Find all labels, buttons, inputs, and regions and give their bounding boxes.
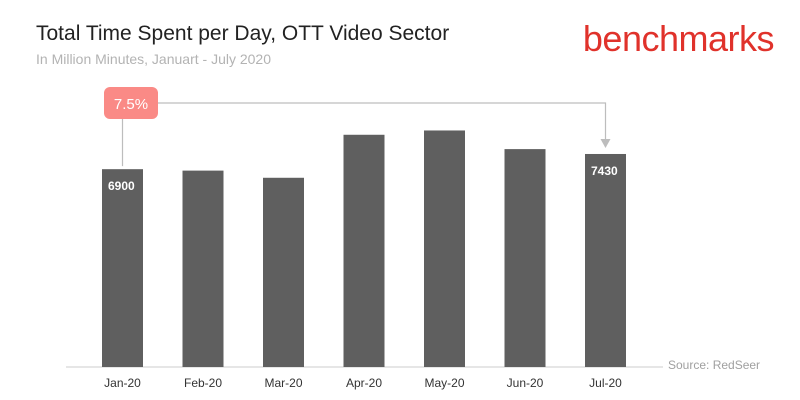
- chart-subtitle: In Million Minutes, Januart - July 2020: [36, 51, 271, 67]
- source-note: Source: RedSeer: [668, 358, 761, 372]
- bar-apr-20: [343, 134, 385, 367]
- bar-jun-20: [504, 149, 546, 367]
- x-tick-label: Mar-20: [264, 376, 302, 390]
- chart-title: Total Time Spent per Day, OTT Video Sect…: [36, 22, 450, 45]
- growth-connector: [121, 102, 607, 167]
- bar-jul-20: [585, 153, 626, 367]
- growth-badge: [104, 87, 158, 119]
- x-tick-label: May-20: [424, 376, 464, 390]
- data-label: 6900: [108, 179, 135, 193]
- bar-may-20: [424, 130, 465, 367]
- data-label: 7430: [591, 164, 618, 178]
- bar-mar-20: [263, 177, 304, 367]
- x-tick-label: Apr-20: [346, 376, 382, 390]
- arrow-down-icon: [600, 138, 611, 148]
- x-tick-label: Jun-20: [507, 376, 544, 390]
- growth-badge-label: 7.5%: [114, 96, 148, 113]
- x-tick-label: Feb-20: [184, 376, 222, 390]
- bar-jan-20: [102, 169, 143, 367]
- bar-feb-20: [182, 170, 224, 367]
- brand-logo: benchmarks: [582, 18, 775, 59]
- x-tick-label: Jul-20: [589, 376, 622, 390]
- x-tick-label: Jan-20: [104, 376, 141, 390]
